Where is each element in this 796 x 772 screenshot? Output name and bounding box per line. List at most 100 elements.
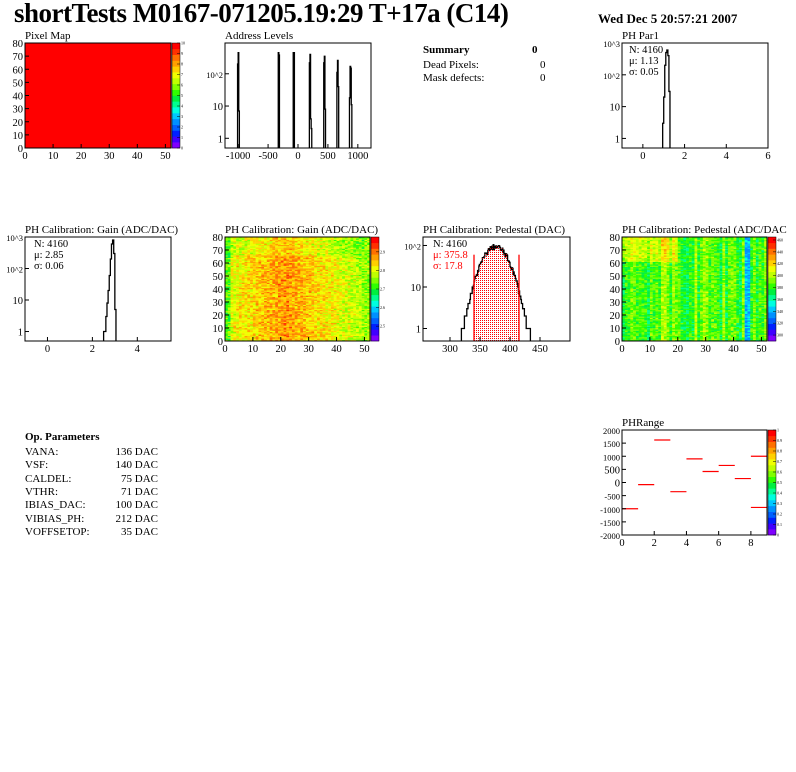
heatmap-cell [297, 266, 301, 269]
heatmap-cell [367, 294, 371, 296]
heatmap-cell [330, 329, 334, 331]
heatmap-cell [328, 302, 332, 304]
heatmap-cell [250, 272, 254, 274]
heatmap-cell [339, 312, 343, 314]
heatmap-cell [638, 266, 642, 269]
heatmap-cell [339, 334, 343, 336]
heatmap-cell [347, 291, 351, 294]
heatmap-cell [236, 311, 240, 313]
heatmap-cell [364, 266, 368, 269]
heatmap-cell [358, 257, 362, 260]
heatmap-cell [225, 239, 228, 242]
heatmap-cell [330, 326, 334, 329]
heatmap-cell [250, 305, 254, 308]
heatmap-cell [258, 295, 262, 297]
heatmap-cell [225, 339, 228, 342]
heatmap-cell [314, 304, 318, 307]
heatmap-cell [364, 289, 368, 291]
heatmap-cell [305, 248, 309, 251]
heatmap-cell [297, 317, 301, 320]
heatmap-cell [630, 270, 634, 273]
heatmap-cell [289, 290, 293, 292]
heatmap-cell [364, 321, 368, 323]
heatmap-cell [247, 300, 251, 303]
heatmap-cell [627, 247, 631, 249]
heatmap-cell [277, 243, 281, 245]
heatmap-cell [317, 281, 321, 283]
heatmap-cell [258, 302, 262, 304]
heatmap-cell [361, 303, 365, 305]
heatmap-cell [289, 237, 293, 239]
heatmap-cell [238, 238, 242, 240]
heatmap-cell [314, 307, 318, 309]
heatmap-cell [250, 290, 254, 292]
heatmap-cell [275, 286, 279, 288]
heatmap-cell [635, 324, 639, 326]
heatmap-cell [356, 325, 360, 327]
heatmap-cell [342, 238, 346, 240]
heatmap-cell [358, 318, 362, 321]
heatmap-cell [233, 278, 237, 281]
heatmap-cell [300, 264, 304, 266]
heatmap-cell [225, 269, 228, 271]
heatmap-cell [308, 287, 312, 290]
heatmap-cell [633, 263, 637, 265]
heatmap-cell [630, 292, 634, 295]
heatmap-cell [356, 238, 360, 240]
heatmap-cell [319, 256, 323, 258]
heatmap-cell [241, 294, 245, 296]
heatmap-cell [635, 278, 639, 281]
heatmap-cell [264, 313, 268, 316]
x-tick-label: 300 [442, 344, 458, 355]
heatmap-cell [367, 264, 371, 266]
heatmap-cell [638, 296, 642, 299]
heatmap-cell [227, 276, 231, 278]
heatmap-cell [255, 329, 259, 331]
heatmap-cell [356, 268, 360, 270]
heatmap-cell [238, 305, 242, 308]
heatmap-cell [353, 282, 357, 284]
heatmap-cell [244, 324, 248, 326]
heatmap-cell [367, 326, 371, 329]
heatmap-cell [300, 298, 304, 300]
heatmap-cell [328, 274, 332, 277]
heatmap-cell [280, 318, 284, 321]
plot-title-pixel-map: Pixel Map [25, 30, 71, 42]
heatmap-cell [344, 243, 348, 245]
heatmap-cell [297, 320, 301, 322]
heatmap-cell [225, 263, 228, 265]
heatmap-cell [311, 261, 315, 264]
heatmap-cell [336, 339, 340, 342]
heatmap-cell [303, 255, 307, 257]
heatmap-cell [244, 290, 248, 292]
heatmap-cell [244, 283, 248, 286]
heatmap-cell [342, 246, 346, 248]
heatmap-cell [342, 256, 346, 258]
heatmap-cell [347, 247, 351, 249]
heatmap-cell [283, 244, 287, 247]
heatmap-cell [638, 300, 642, 303]
heatmap-cell [622, 242, 625, 244]
heatmap-cell [272, 277, 276, 279]
heatmap-cell [305, 286, 309, 288]
heatmap-cell [330, 261, 334, 264]
heatmap-cell [314, 256, 318, 258]
heatmap-cell [361, 255, 365, 257]
heatmap-cell [236, 337, 240, 339]
heatmap-cell [230, 296, 234, 299]
heatmap-cell [630, 266, 634, 269]
heatmap-cell [264, 311, 268, 313]
heatmap-cell [255, 322, 259, 325]
heatmap-cell [300, 339, 304, 342]
heatmap-cell [356, 248, 360, 251]
heatmap-cell [638, 311, 642, 313]
heatmap-cell [339, 250, 343, 252]
heatmap-cell [283, 295, 287, 297]
heatmap-cell [233, 308, 237, 310]
heatmap-cell [367, 283, 371, 286]
heatmap-cell [364, 329, 368, 331]
heatmap-cell [275, 273, 279, 275]
heatmap-cell [358, 263, 362, 265]
heatmap-cell [269, 270, 273, 273]
heatmap-cell [241, 322, 245, 325]
